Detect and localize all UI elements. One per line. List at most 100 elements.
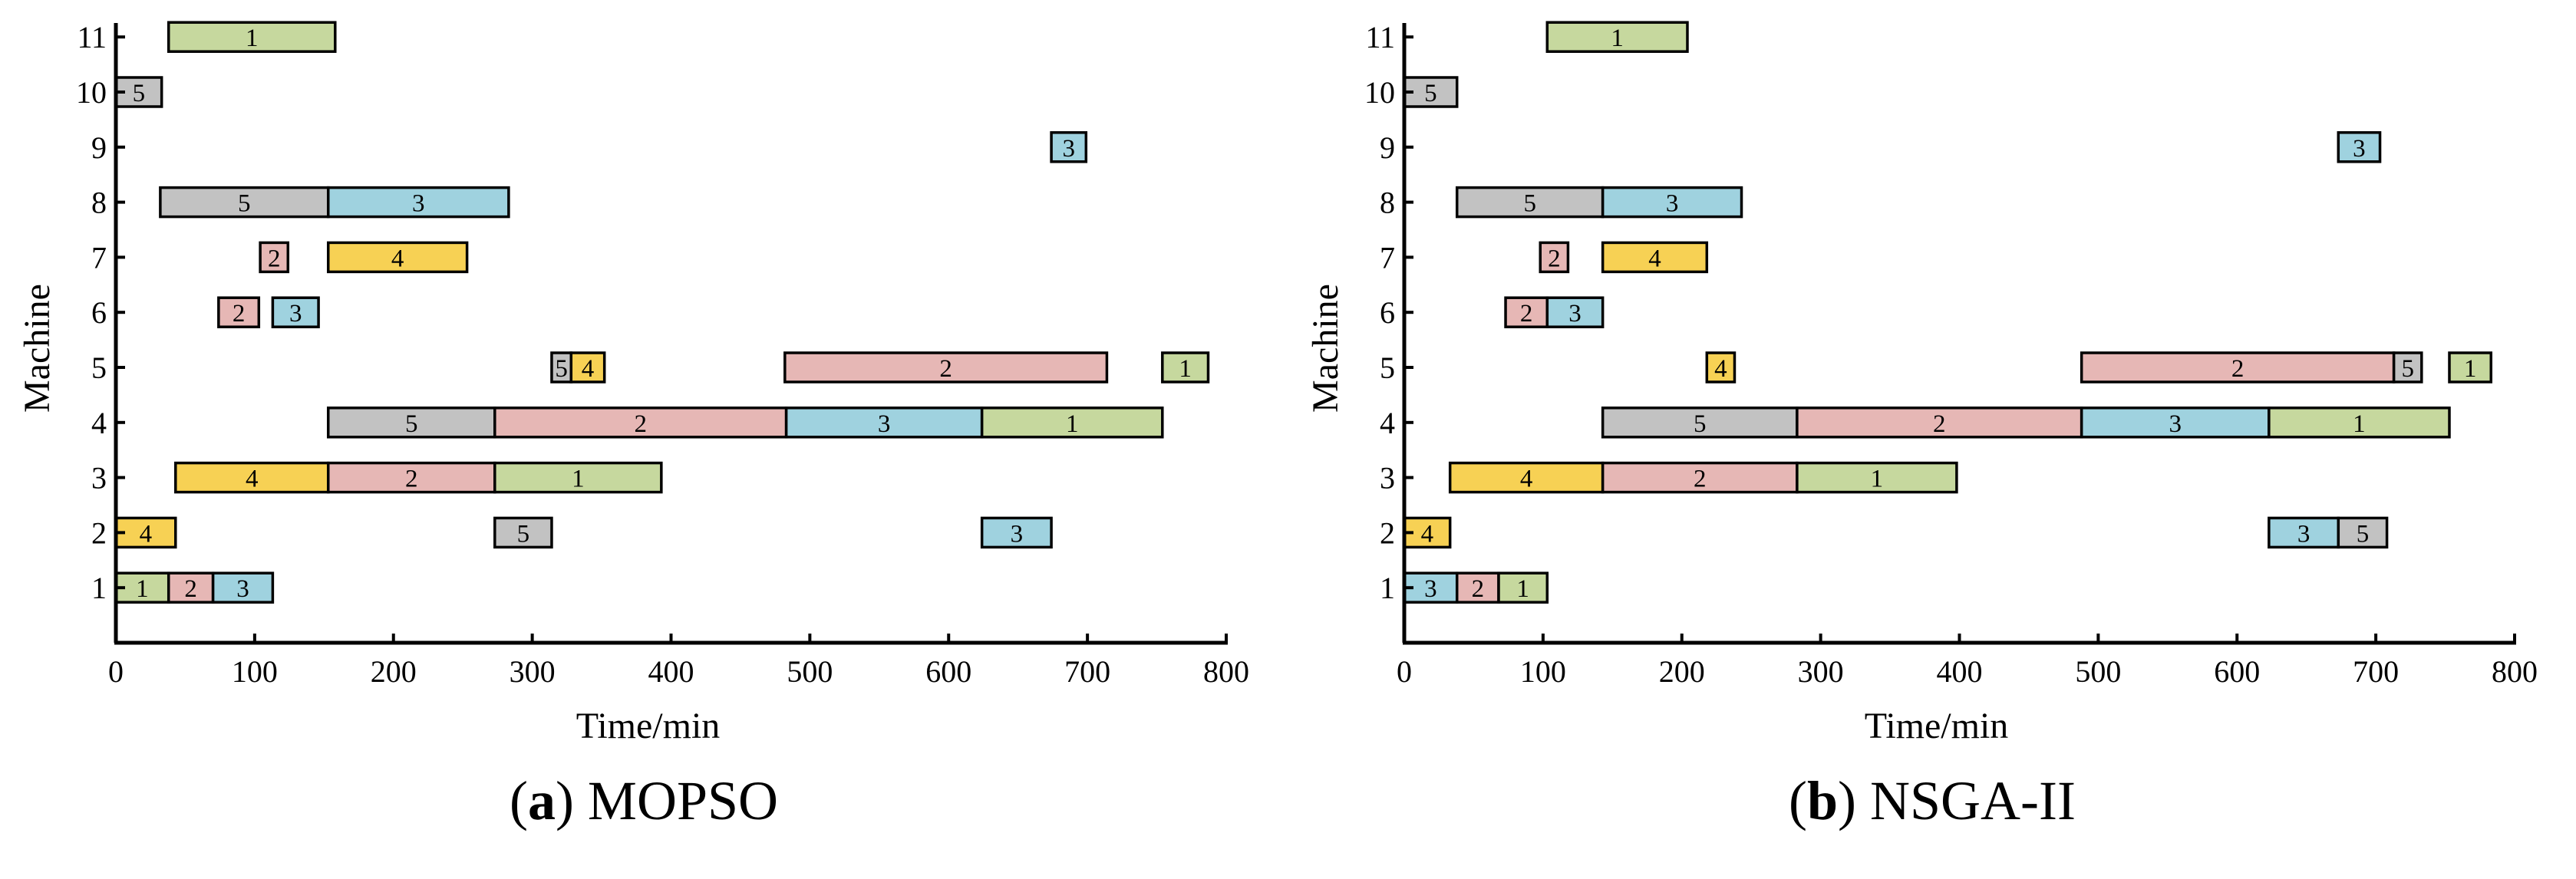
task-bar-rect xyxy=(783,351,1109,384)
task-bar-job-3: 3 xyxy=(2337,131,2382,163)
task-bar-rect xyxy=(980,407,1164,439)
task-bar-rect xyxy=(1601,241,1709,274)
y-axis-title: Machine xyxy=(17,284,58,413)
task-bar-label: 1 xyxy=(1611,25,1624,52)
caption-mopso: (a) MOPSO xyxy=(509,770,779,831)
task-bar-label: 4 xyxy=(391,245,404,272)
y-tick-label: 5 xyxy=(91,351,107,385)
task-bar-label: 1 xyxy=(1516,575,1529,603)
x-tick-label: 800 xyxy=(2492,654,2538,689)
y-axis-title: Machine xyxy=(1305,284,1346,413)
task-bar-job-4: 4 xyxy=(326,241,469,274)
y-tick-label: 3 xyxy=(1380,461,1395,495)
task-bar-label: 2 xyxy=(233,300,246,328)
y-tick-label: 2 xyxy=(1380,515,1395,550)
task-bar-rect xyxy=(1504,296,1549,328)
task-bar-rect xyxy=(550,351,573,384)
task-bar-job-5: 5 xyxy=(1455,186,1605,219)
task-bar-job-1: 1 xyxy=(1161,351,1210,384)
task-bar-label: 1 xyxy=(246,25,259,52)
task-bar-label: 5 xyxy=(1424,80,1437,107)
task-bar-label: 4 xyxy=(1714,355,1727,383)
task-bar-rect xyxy=(326,241,469,274)
x-tick-label: 600 xyxy=(925,654,971,689)
x-tick-label: 300 xyxy=(510,654,556,689)
y-tick-label: 3 xyxy=(91,461,107,495)
task-bar-label: 3 xyxy=(2169,410,2182,438)
task-bar-label: 1 xyxy=(1871,466,1884,493)
task-bar-label: 5 xyxy=(2401,355,2414,383)
task-bar-rect xyxy=(493,407,788,439)
task-bar-job-1: 1 xyxy=(2268,407,2451,439)
task-bar-label: 4 xyxy=(1421,520,1434,548)
task-bar-rect xyxy=(174,461,330,494)
caption-label: a xyxy=(527,770,556,831)
task-bar-label: 2 xyxy=(1548,245,1561,272)
caption-label: b xyxy=(1806,770,1839,831)
task-bar-rect xyxy=(259,241,290,274)
task-bar-rect xyxy=(167,21,337,53)
task-bar-rect xyxy=(211,571,275,604)
task-bar-job-1: 1 xyxy=(1545,21,1689,53)
task-bar-label: 2 xyxy=(1520,300,1533,328)
x-tick-label: 700 xyxy=(2353,654,2399,689)
x-tick-label: 100 xyxy=(1520,654,1566,689)
task-bar-job-2: 2 xyxy=(783,351,1109,384)
task-bar-label: 1 xyxy=(2464,355,2477,383)
task-bar-job-3: 3 xyxy=(1545,296,1605,328)
y-tick-label: 11 xyxy=(1365,20,1395,54)
task-bar-label: 3 xyxy=(1011,520,1024,548)
task-bar-job-2: 2 xyxy=(1601,461,1799,494)
task-bar-rect xyxy=(114,516,177,549)
y-tick-labels: 1 2 3 4 5 6 7 8 9 10 11 xyxy=(1364,20,1413,605)
task-bar-rect xyxy=(2448,351,2493,384)
task-bar-rect xyxy=(2080,407,2271,439)
x-tick-label: 100 xyxy=(232,654,278,689)
y-tick-label: 6 xyxy=(91,295,107,330)
task-bar-label: 2 xyxy=(1694,466,1707,493)
y-tick-label: 2 xyxy=(91,515,107,550)
task-bar-rect xyxy=(1705,351,1737,384)
x-tick-label: 0 xyxy=(1397,654,1412,689)
task-bar-rect xyxy=(326,407,496,439)
y-tick-label: 1 xyxy=(91,571,107,605)
task-bar-job-1: 1 xyxy=(1796,461,1958,494)
task-bar-rect xyxy=(2337,131,2382,163)
task-bar-job-3: 3 xyxy=(980,516,1053,549)
task-bar-job-2: 2 xyxy=(1455,571,1500,604)
task-bar-job-5: 5 xyxy=(326,407,496,439)
task-bar-label: 5 xyxy=(2357,520,2370,548)
task-bar-rect xyxy=(2337,516,2389,549)
task-bar-label: 5 xyxy=(238,190,251,218)
caption-nsga-ii: (b) NSGA-II xyxy=(1789,770,2076,831)
task-bar-job-5: 5 xyxy=(159,186,330,219)
task-bar-rect xyxy=(1497,571,1549,604)
task-bar-rect xyxy=(569,351,606,384)
y-tick-label: 11 xyxy=(77,20,107,54)
y-tick-label: 1 xyxy=(1380,571,1395,605)
task-bar-rect xyxy=(326,186,510,219)
x-tick-label: 500 xyxy=(787,654,833,689)
x-tick-label: 600 xyxy=(2214,654,2260,689)
task-bar-job-5: 5 xyxy=(2337,516,2389,549)
task-bar-job-2: 2 xyxy=(1504,296,1549,328)
task-bar-job-1: 1 xyxy=(1497,571,1549,604)
y-tick-label: 9 xyxy=(91,130,107,165)
task-bar-label: 3 xyxy=(2353,135,2366,163)
caption-text: MOPSO xyxy=(587,770,779,831)
task-bar-label: 3 xyxy=(878,410,891,438)
x-tick-label: 300 xyxy=(1798,654,1844,689)
task-bar-rect xyxy=(2392,351,2423,384)
task-bar-job-1: 1 xyxy=(2448,351,2493,384)
task-bar-rect xyxy=(493,461,663,494)
task-bar-job-2: 2 xyxy=(217,296,261,328)
task-bar-label: 3 xyxy=(1062,135,1075,163)
task-bar-job-5: 5 xyxy=(114,76,163,108)
task-bar-job-3: 3 xyxy=(1050,131,1088,163)
task-bar-label: 3 xyxy=(1424,575,1437,603)
task-bar-job-3: 3 xyxy=(271,296,320,328)
task-bar-job-5: 5 xyxy=(550,351,573,384)
task-bar-job-1: 1 xyxy=(167,21,337,53)
